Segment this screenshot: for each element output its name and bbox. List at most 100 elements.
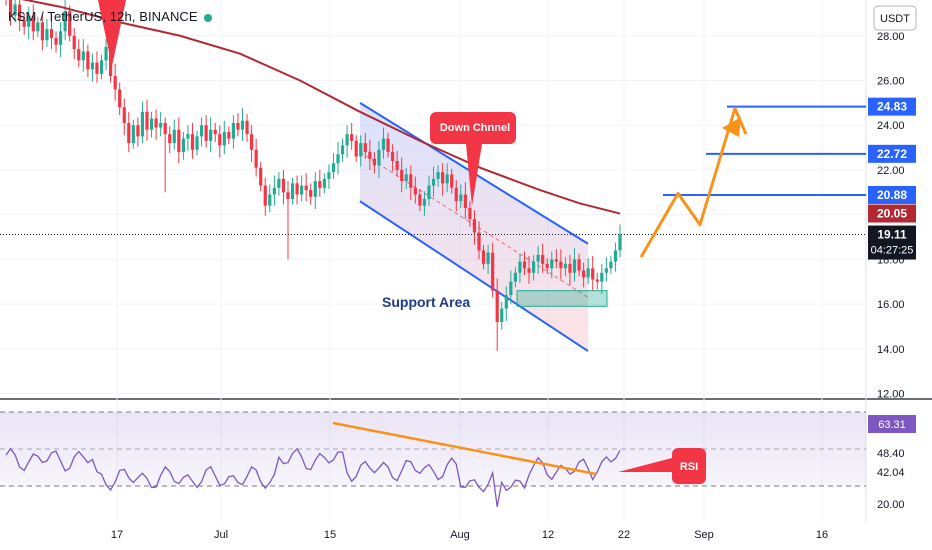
rsi-axis[interactable]: 48.40 42.04 20.00 — [877, 448, 905, 511]
price-tick-label: 26.00 — [877, 75, 905, 87]
candle-body — [63, 11, 67, 32]
candle-body — [595, 279, 599, 282]
time-axis[interactable]: 17 Jul 15 Aug 12 22 Sep 16 — [111, 529, 828, 541]
candle-body — [491, 252, 495, 291]
candle-body — [459, 194, 463, 202]
candle-body — [613, 250, 618, 262]
market-status-dot — [203, 13, 212, 22]
candle-body — [377, 149, 381, 166]
rsi-tick-label: 48.40 — [877, 448, 905, 460]
candle-body — [99, 60, 104, 74]
candle-body — [527, 268, 531, 273]
down-channel-label: Down Chnnel — [440, 122, 510, 134]
price-labels: 24.83 22.72 20.88 20.05 19.11 04:27:25 — [868, 97, 916, 260]
candle-body — [250, 134, 254, 150]
candle-body — [213, 129, 217, 135]
price-label-box — [868, 185, 916, 204]
candle-body — [554, 259, 558, 262]
candle-body — [395, 160, 399, 170]
rsi-callout-label: RSI — [680, 461, 698, 473]
candle-body — [31, 15, 35, 32]
candle-body — [104, 46, 108, 61]
candle-body — [422, 199, 427, 206]
candle-body — [136, 125, 140, 137]
candle-body — [8, 0, 13, 16]
candle-body — [500, 308, 504, 322]
symbol-title[interactable]: KSM / TetherUS, 12h, BINANCE — [8, 9, 212, 24]
candle-body — [300, 185, 304, 195]
price-label-text: 20.05 — [877, 207, 907, 221]
time-tick-label: 15 — [324, 529, 336, 541]
candle-body — [577, 259, 581, 271]
candle-body — [340, 145, 345, 155]
candle-body — [222, 131, 226, 146]
candle-body — [195, 136, 199, 150]
candle-body — [309, 190, 313, 197]
candle-body — [236, 122, 240, 130]
price-label-box — [868, 144, 916, 163]
support-zone[interactable] — [516, 290, 608, 307]
candle-body — [268, 194, 272, 206]
candle-body — [204, 125, 208, 141]
candle-body — [140, 111, 145, 137]
candle-body — [404, 174, 408, 182]
rsi-tick-label: 42.04 — [877, 467, 905, 479]
candle-body — [277, 178, 281, 188]
currency-badge[interactable]: USDT — [873, 5, 917, 31]
candle-body — [372, 158, 376, 166]
candle-body — [90, 62, 95, 70]
candle-body — [304, 185, 308, 191]
candle-body — [454, 187, 458, 202]
rsi-line — [5, 447, 621, 507]
down-channel-callout[interactable]: Down Chnnel — [430, 112, 516, 206]
rsi-callout[interactable]: RSI — [618, 448, 706, 484]
candle-body — [486, 252, 490, 264]
candle-body — [481, 250, 486, 264]
candle-body — [381, 138, 386, 150]
horizontal-grid — [0, 35, 866, 395]
candle-body — [445, 174, 449, 184]
price-tick-label: 12.00 — [877, 389, 905, 401]
candle-body — [231, 122, 236, 139]
candle-body — [336, 154, 340, 164]
price-tick-label: 24.00 — [877, 120, 905, 132]
candle-body — [113, 76, 117, 90]
candle-body — [295, 183, 299, 195]
candle-body — [509, 281, 513, 296]
svg-text:63.31: 63.31 — [878, 419, 906, 431]
candle-body — [254, 149, 258, 168]
candle-body — [145, 111, 149, 130]
projection-arrowhead — [722, 117, 741, 137]
candle-body — [263, 185, 267, 206]
candle-body — [172, 129, 176, 144]
candle-body — [49, 29, 54, 39]
candle-body — [386, 138, 390, 153]
candle-body — [354, 140, 358, 157]
channel-lower-line[interactable] — [359, 200, 589, 352]
time-tick-label: Jul — [214, 529, 228, 541]
candle-body — [582, 270, 586, 278]
candle-body — [600, 272, 604, 282]
candle-body — [541, 254, 545, 264]
candle-body — [18, 4, 22, 21]
candle-body — [536, 254, 540, 262]
candle-body — [168, 134, 172, 144]
resistance-lines — [663, 105, 866, 196]
candle-body — [40, 22, 44, 41]
candle-body — [363, 143, 367, 153]
candle-body — [436, 172, 440, 179]
price-label-text: 20.88 — [877, 188, 907, 202]
sell-marker — [98, 0, 126, 66]
candle-body — [331, 163, 336, 173]
candle-body — [427, 185, 431, 199]
candle-body — [259, 167, 263, 186]
countdown-text: 04:27:25 — [871, 245, 914, 257]
projection-path — [639, 106, 748, 258]
candle-body — [495, 290, 499, 322]
candle-body — [350, 134, 354, 141]
price-label-text: 22.72 — [877, 147, 907, 161]
price-tick-label: 14.00 — [877, 344, 905, 356]
candle-body — [227, 131, 231, 139]
time-tick-label: Sep — [694, 529, 714, 541]
